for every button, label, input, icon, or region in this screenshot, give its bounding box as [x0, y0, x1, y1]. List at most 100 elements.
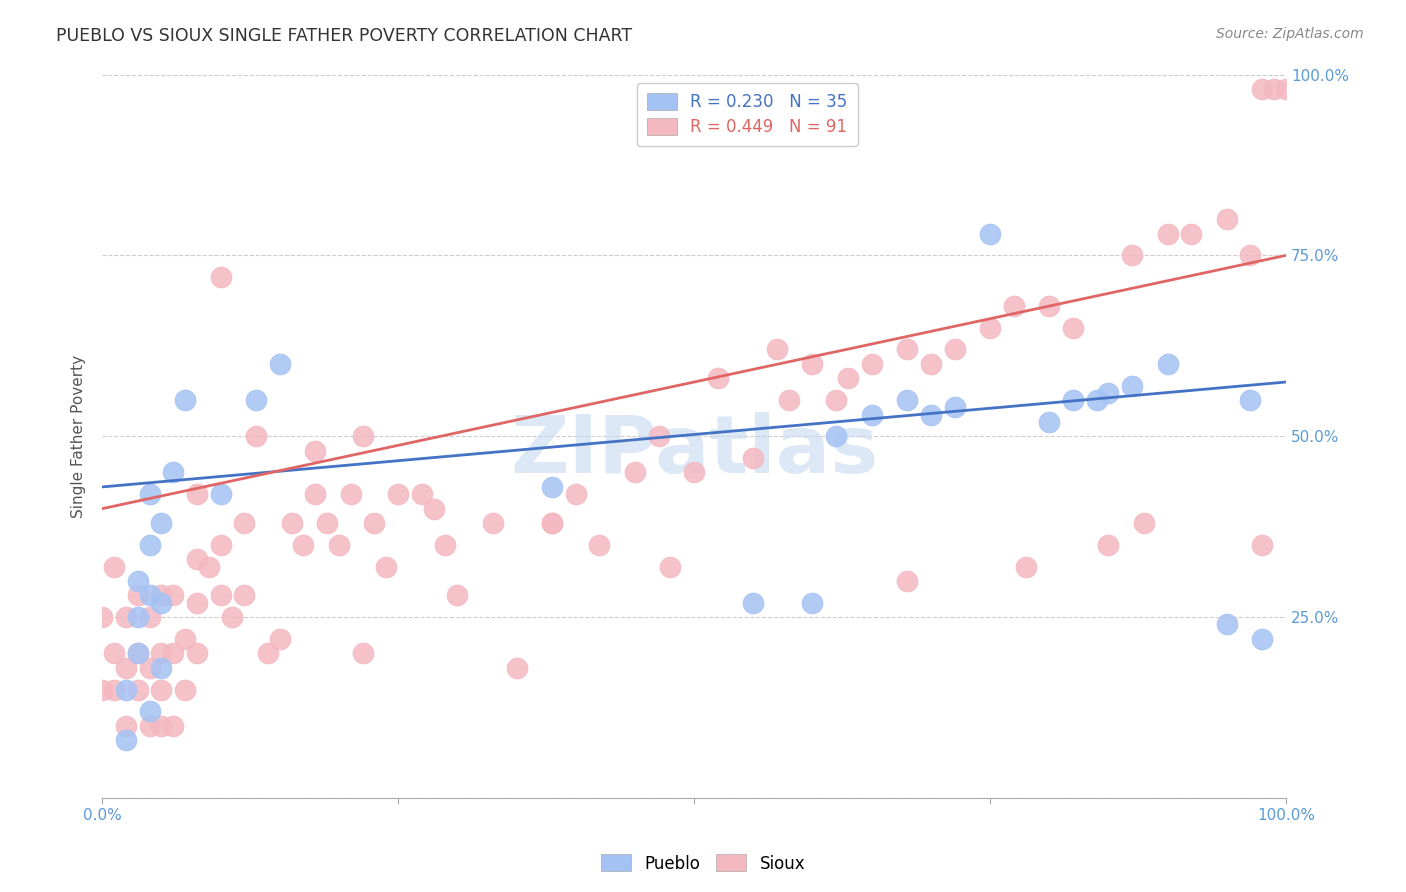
Point — [127, 574, 149, 588]
Point — [1275, 82, 1298, 96]
Point — [115, 661, 138, 675]
Point — [920, 408, 942, 422]
Point — [150, 646, 173, 660]
Point — [1180, 227, 1202, 241]
Point — [269, 632, 291, 646]
Point — [1216, 212, 1239, 227]
Point — [1239, 248, 1261, 262]
Point — [505, 661, 527, 675]
Point — [541, 480, 564, 494]
Point — [162, 589, 184, 603]
Point — [174, 393, 197, 408]
Point — [292, 538, 315, 552]
Point — [209, 589, 232, 603]
Point — [896, 393, 918, 408]
Point — [138, 704, 160, 718]
Point — [245, 429, 267, 443]
Point — [91, 682, 114, 697]
Point — [1097, 538, 1119, 552]
Point — [209, 538, 232, 552]
Point — [186, 646, 208, 660]
Point — [706, 371, 728, 385]
Point — [150, 719, 173, 733]
Point — [352, 429, 374, 443]
Point — [245, 393, 267, 408]
Point — [683, 466, 706, 480]
Point — [269, 357, 291, 371]
Point — [1251, 82, 1274, 96]
Point — [91, 610, 114, 624]
Point — [209, 270, 232, 285]
Point — [127, 682, 149, 697]
Point — [1251, 632, 1274, 646]
Point — [446, 589, 468, 603]
Point — [920, 357, 942, 371]
Point — [127, 589, 149, 603]
Point — [766, 343, 789, 357]
Point — [138, 610, 160, 624]
Text: PUEBLO VS SIOUX SINGLE FATHER POVERTY CORRELATION CHART: PUEBLO VS SIOUX SINGLE FATHER POVERTY CO… — [56, 27, 633, 45]
Point — [174, 632, 197, 646]
Point — [624, 466, 647, 480]
Point — [186, 552, 208, 566]
Point — [304, 443, 326, 458]
Point — [138, 719, 160, 733]
Legend: Pueblo, Sioux: Pueblo, Sioux — [593, 847, 813, 880]
Point — [647, 429, 669, 443]
Point — [328, 538, 350, 552]
Point — [1097, 385, 1119, 400]
Point — [162, 719, 184, 733]
Point — [1263, 82, 1285, 96]
Point — [375, 559, 398, 574]
Point — [1014, 559, 1036, 574]
Point — [1239, 393, 1261, 408]
Point — [127, 646, 149, 660]
Point — [1121, 378, 1143, 392]
Point — [304, 487, 326, 501]
Point — [150, 516, 173, 530]
Point — [197, 559, 219, 574]
Point — [387, 487, 409, 501]
Point — [896, 574, 918, 588]
Point — [434, 538, 457, 552]
Point — [979, 227, 1001, 241]
Point — [115, 682, 138, 697]
Point — [150, 661, 173, 675]
Point — [778, 393, 800, 408]
Point — [138, 661, 160, 675]
Point — [659, 559, 682, 574]
Point — [742, 596, 765, 610]
Point — [138, 487, 160, 501]
Point — [1038, 415, 1060, 429]
Point — [150, 596, 173, 610]
Point — [943, 401, 966, 415]
Point — [257, 646, 280, 660]
Point — [860, 357, 883, 371]
Point — [363, 516, 385, 530]
Point — [340, 487, 363, 501]
Point — [162, 646, 184, 660]
Point — [186, 596, 208, 610]
Text: Source: ZipAtlas.com: Source: ZipAtlas.com — [1216, 27, 1364, 41]
Point — [801, 596, 824, 610]
Point — [825, 429, 848, 443]
Point — [896, 343, 918, 357]
Point — [162, 466, 184, 480]
Point — [138, 589, 160, 603]
Point — [233, 516, 256, 530]
Point — [541, 516, 564, 530]
Point — [825, 393, 848, 408]
Point — [115, 610, 138, 624]
Legend: R = 0.230   N = 35, R = 0.449   N = 91: R = 0.230 N = 35, R = 0.449 N = 91 — [637, 83, 858, 146]
Point — [1038, 299, 1060, 313]
Point — [316, 516, 339, 530]
Point — [541, 516, 564, 530]
Point — [1216, 617, 1239, 632]
Point — [138, 538, 160, 552]
Point — [127, 646, 149, 660]
Point — [422, 501, 444, 516]
Point — [860, 408, 883, 422]
Point — [564, 487, 586, 501]
Point — [1133, 516, 1156, 530]
Point — [127, 610, 149, 624]
